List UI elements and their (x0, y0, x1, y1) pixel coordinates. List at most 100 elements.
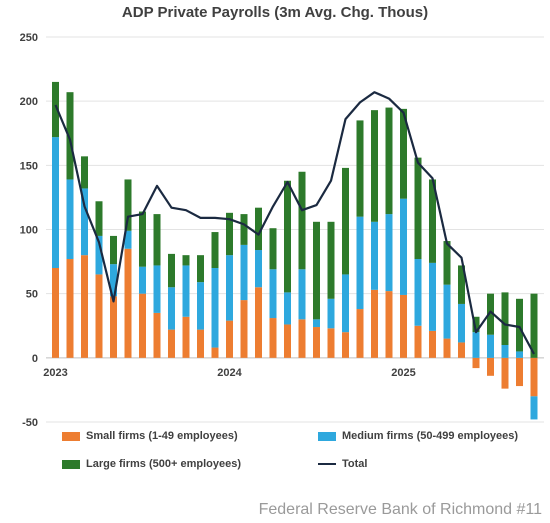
legend-swatch-medium (318, 431, 336, 441)
bar-small (153, 312, 161, 358)
legend-item-large: Large firms (500+ employees) (62, 458, 241, 470)
total-line (54, 91, 535, 355)
bar-medium (240, 244, 248, 301)
bar-small (458, 342, 465, 358)
bar-large (81, 156, 88, 189)
bar-small (182, 316, 190, 358)
bar-medium (516, 351, 523, 358)
bar-small (66, 259, 74, 358)
bar-medium (487, 334, 494, 358)
bar-medium (443, 284, 451, 339)
bar-large (240, 214, 248, 245)
bar-large (472, 316, 480, 333)
legend-swatch-total (318, 463, 336, 465)
bar-large (66, 92, 74, 180)
bar-small (298, 319, 306, 358)
y-tick-label: -50 (22, 417, 38, 429)
bar-small (327, 328, 335, 358)
bar-medium (66, 179, 74, 260)
bar-large (95, 201, 103, 236)
x-tick-label: 2023 (43, 367, 67, 379)
bar-large (530, 293, 538, 358)
legend-label-total: Total (342, 458, 368, 470)
bar-small (168, 329, 175, 358)
bar-small (385, 291, 393, 358)
bar-large (124, 179, 132, 231)
bar-medium (356, 216, 364, 310)
y-tick-label: 150 (20, 160, 38, 172)
y-tick-label: 200 (20, 96, 38, 108)
x-axis-ticks: 2023 2024 2025 (43, 367, 415, 379)
bar-medium (429, 262, 436, 331)
y-tick-label: 100 (20, 225, 38, 237)
legend-item-medium: Medium firms (50-499 employees) (318, 430, 518, 442)
bar-large (153, 214, 161, 266)
bar-series (52, 81, 538, 420)
bar-small (240, 300, 248, 358)
bar-medium (501, 345, 509, 358)
bar-small (530, 357, 538, 397)
bar-small (443, 338, 451, 358)
bar-medium (182, 265, 190, 317)
bar-large (313, 221, 320, 320)
bar-small (400, 294, 407, 358)
legend-item-total: Total (318, 458, 367, 470)
bar-large (211, 232, 219, 268)
bar-small (284, 324, 291, 358)
bar-medium (52, 137, 59, 268)
bar-large (298, 171, 306, 270)
bar-large (342, 167, 349, 275)
bar-large (269, 228, 277, 270)
bar-large (255, 207, 262, 251)
bar-medium (414, 259, 422, 326)
bar-large (501, 292, 509, 345)
bar-medium (472, 332, 480, 358)
bar-small (139, 293, 146, 358)
bar-large (110, 235, 117, 265)
bar-large (414, 157, 422, 260)
bar-large (226, 212, 233, 256)
x-tick-label: 2024 (217, 367, 242, 379)
y-tick-label: 250 (20, 32, 38, 44)
bar-large (182, 255, 190, 266)
bar-large (458, 265, 465, 304)
bar-large (356, 120, 364, 217)
y-axis-ticks: -50 0 50 100 150 200 250 (20, 32, 38, 429)
bar-medium (458, 303, 465, 343)
bar-large (443, 241, 451, 285)
bar-large (52, 81, 59, 138)
legend-label-medium: Medium firms (50-499 employees) (342, 430, 519, 442)
bar-large (371, 110, 378, 222)
legend-swatch-large (62, 459, 80, 469)
bar-large (168, 253, 175, 288)
legend: Small firms (1-49 employees) Medium firm… (0, 426, 550, 476)
bar-large (487, 293, 494, 335)
bar-small (487, 357, 494, 376)
bar-small (516, 357, 523, 387)
bar-large (139, 211, 146, 267)
bar-medium (342, 274, 349, 333)
chart-title: ADP Private Payrolls (3m Avg. Chg. Thous… (121, 4, 429, 21)
bar-large (284, 180, 291, 293)
total-line-series (54, 91, 535, 355)
bar-small (342, 332, 349, 358)
bar-medium (255, 250, 262, 288)
bar-large (197, 255, 204, 283)
bar-medium (284, 292, 291, 325)
bar-medium (400, 198, 407, 295)
bar-medium (530, 396, 538, 420)
bar-small (255, 287, 262, 358)
bar-small (371, 289, 378, 358)
bar-medium (385, 214, 393, 292)
bar-small (52, 268, 59, 358)
bar-large (385, 107, 393, 215)
legend-label-large: Large firms (500+ employees) (86, 458, 241, 470)
bar-medium (226, 255, 233, 321)
bar-large (516, 298, 523, 352)
bar-medium (81, 188, 88, 256)
bar-small (211, 347, 219, 358)
bar-medium (313, 319, 320, 328)
bar-large (429, 179, 436, 263)
legend-label-small: Small firms (1-49 employees) (86, 430, 238, 442)
bar-medium (211, 268, 219, 348)
